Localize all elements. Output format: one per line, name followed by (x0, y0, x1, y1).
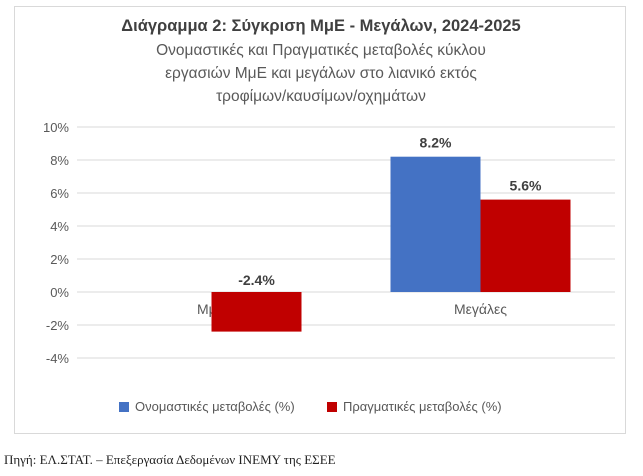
legend: Ονομαστικές μεταβολές (%) Πραγματικές μετ… (119, 399, 502, 414)
legend-label: Πραγματικές μεταβολές (%) (343, 399, 502, 414)
chart-subtitle-line-1: Ονομαστικές και Πραγματικές μεταβολές κύ… (156, 42, 486, 59)
legend-swatch (327, 402, 337, 412)
plot-area: ΜεγάλεςΜμΕ10%8%6%4%2%0%-2%-4%-2.4%8.2%5.… (43, 120, 615, 366)
category-label: Μεγάλες (454, 301, 507, 317)
bar (211, 292, 302, 332)
data-label: -2.4% (238, 272, 275, 288)
y-tick-label: 2% (50, 252, 69, 267)
chart-subtitle-line-3: τροφίμων/καυσίμων/οχημάτων (216, 88, 426, 105)
y-tick-label: 4% (50, 219, 69, 234)
source-note: Πηγή: ΕΛ.ΣΤΑΤ. – Επεξεργασία Δεδομένων Ι… (4, 452, 336, 467)
chart-svg: Διάγραμμα 2: Σύγκριση ΜμΕ - Μεγάλων, 202… (43, 17, 615, 414)
y-tick-label: 6% (50, 186, 69, 201)
chart-title: Διάγραμμα 2: Σύγκριση ΜμΕ - Μεγάλων, 202… (121, 17, 520, 35)
y-tick-label: 0% (50, 285, 69, 300)
y-tick-label: 10% (43, 120, 69, 135)
bar (480, 199, 571, 292)
bar (390, 156, 481, 292)
y-tick-label: -4% (46, 351, 70, 366)
legend-label: Ονομαστικές μεταβολές (%) (135, 399, 295, 414)
legend-swatch (119, 402, 129, 412)
chart-frame: Διάγραμμα 2: Σύγκριση ΜμΕ - Μεγάλων, 202… (14, 6, 626, 434)
data-label: 5.6% (510, 178, 542, 194)
y-tick-label: 8% (50, 153, 69, 168)
y-tick-label: -2% (46, 318, 70, 333)
chart-subtitle-line-2: εργασιών ΜμΕ και μεγάλων στο λιανικό εκτ… (165, 65, 477, 82)
data-label: 8.2% (420, 135, 452, 151)
